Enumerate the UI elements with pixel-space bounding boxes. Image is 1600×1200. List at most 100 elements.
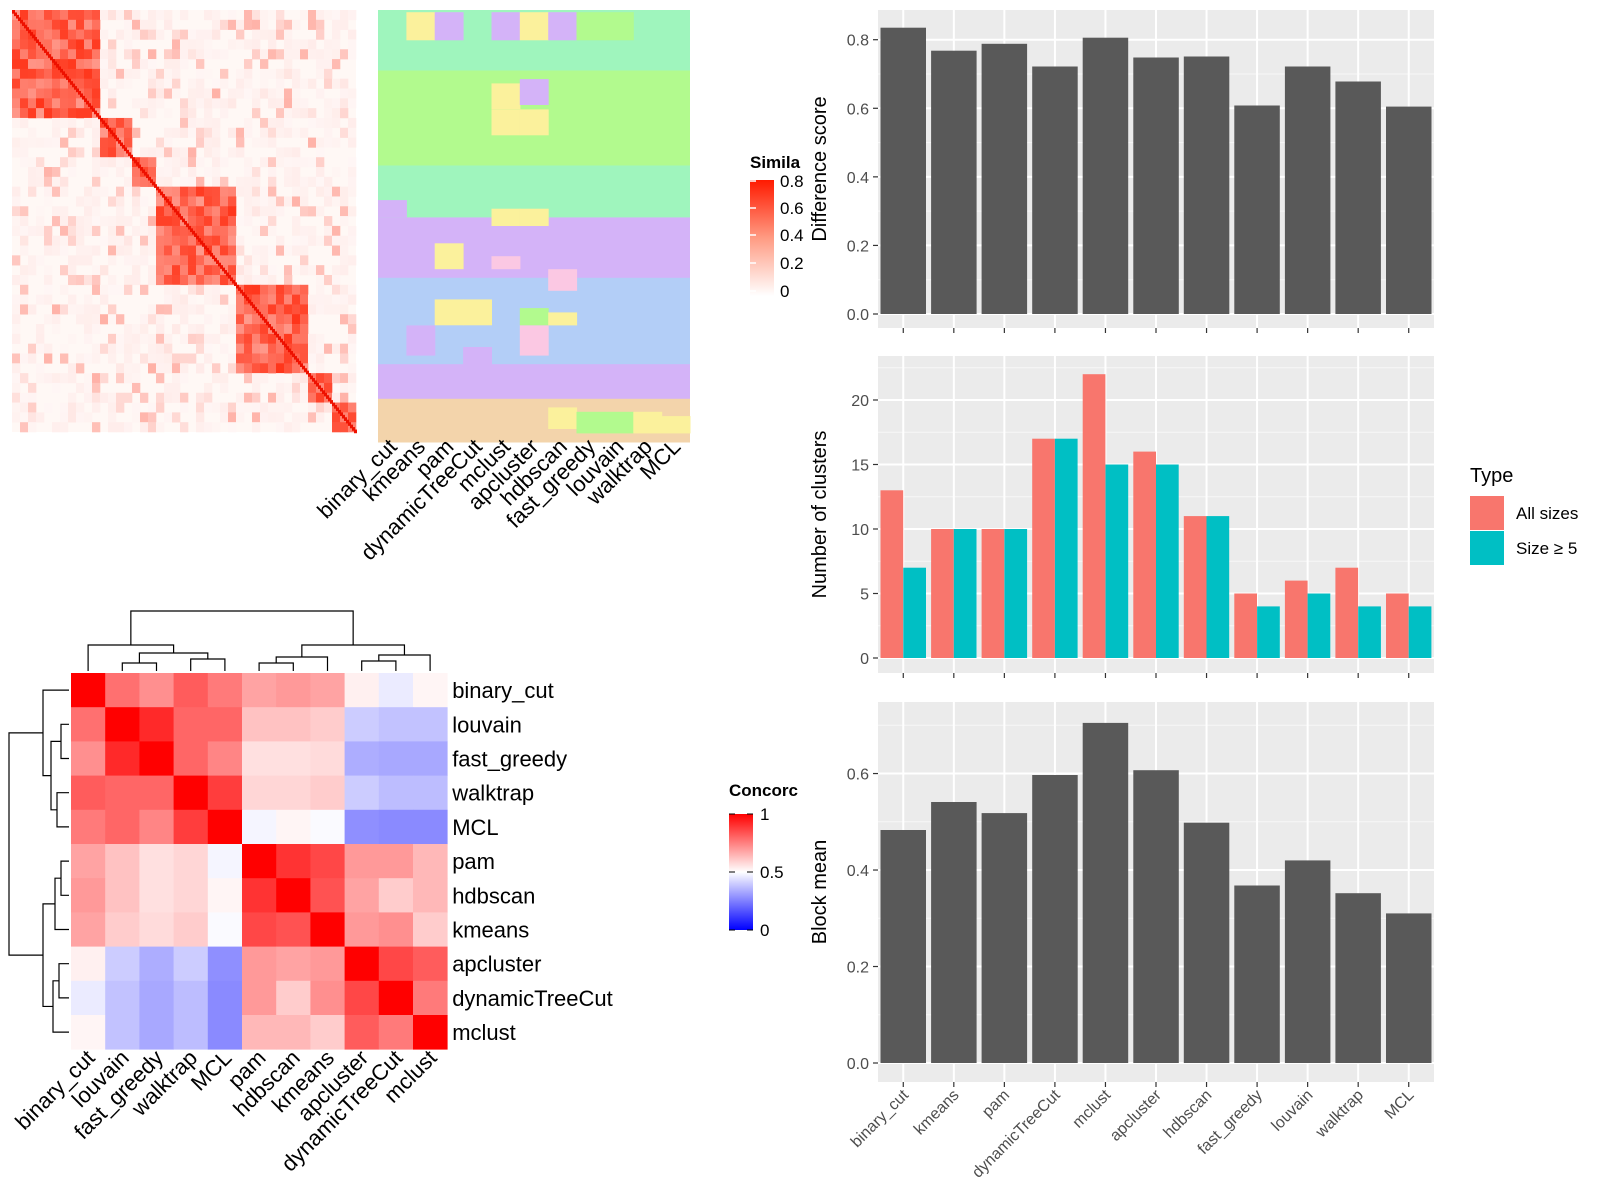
- similarity-cell: [332, 59, 341, 70]
- similarity-cell: [164, 363, 173, 374]
- similarity-cell: [52, 49, 61, 60]
- concordance-cell: [139, 775, 174, 811]
- dendrogram-branch: [54, 877, 69, 931]
- similarity-cell: [76, 353, 85, 364]
- similarity-cell: [292, 98, 301, 109]
- similarity-diagonal-cell: [234, 282, 237, 287]
- similarity-cell: [204, 98, 213, 109]
- similarity-cell: [260, 333, 269, 344]
- similarity-diagonal-cell: [182, 218, 185, 223]
- similarity-cell: [60, 206, 69, 217]
- similarity-cell: [236, 304, 245, 315]
- similarity-cell: [12, 363, 21, 374]
- similarity-cell: [100, 137, 109, 148]
- similarity-cell: [316, 167, 325, 178]
- x-tick-label: walktrap: [1312, 1087, 1367, 1142]
- similarity-cell: [44, 108, 53, 119]
- similarity-cell: [156, 98, 165, 109]
- similarity-cell: [20, 29, 29, 40]
- similarity-cell: [84, 353, 93, 364]
- similarity-cell: [156, 29, 165, 40]
- similarity-cell: [236, 68, 245, 79]
- similarity-cell: [212, 402, 221, 413]
- similarity-cell: [92, 98, 101, 109]
- similarity-diagonal-cell: [18, 17, 21, 22]
- similarity-cell: [348, 206, 357, 217]
- similarity-diagonal-cell: [126, 149, 129, 154]
- similarity-legend-colorbar: [750, 180, 774, 296]
- similarity-cell: [148, 78, 157, 89]
- similarity-cell: [20, 88, 29, 99]
- similarity-cell: [12, 147, 21, 158]
- similarity-cell: [124, 127, 133, 138]
- similarity-cell: [76, 412, 85, 423]
- similarity-cell: [228, 88, 237, 99]
- bar: [1335, 893, 1381, 1063]
- similarity-cell: [228, 147, 237, 158]
- similarity-cell: [348, 294, 357, 305]
- similarity-diagonal-cell: [238, 287, 241, 291]
- similarity-cell: [284, 245, 293, 256]
- similarity-cell: [308, 265, 317, 276]
- similarity-cell: [292, 314, 301, 325]
- similarity-cell: [124, 392, 133, 403]
- similarity-cell: [148, 274, 157, 286]
- similarity-cell: [180, 108, 189, 119]
- similarity-diagonal-cell: [230, 277, 233, 282]
- similarity-cell: [116, 127, 125, 138]
- similarity-cell: [92, 402, 101, 413]
- concordance-cell: [139, 707, 174, 742]
- similarity-cell: [300, 373, 309, 384]
- similarity-diagonal-cell: [108, 127, 111, 132]
- similarity-cell: [28, 382, 37, 394]
- similarity-cell: [204, 147, 213, 158]
- similarity-cell: [316, 284, 325, 295]
- concordance-cell: [242, 912, 277, 947]
- concordance-cell: [173, 673, 209, 708]
- similarity-cell: [292, 245, 301, 256]
- similarity-cell: [140, 333, 149, 344]
- similarity-cell: [340, 19, 349, 30]
- legend-label-all-sizes: All sizes: [1516, 504, 1578, 523]
- similarity-cell: [276, 324, 285, 335]
- similarity-cell: [348, 186, 357, 197]
- similarity-cell: [204, 186, 213, 197]
- similarity-cell: [228, 353, 237, 364]
- similarity-cell: [124, 29, 133, 40]
- similarity-cell: [220, 186, 229, 197]
- similarity-cell: [204, 333, 213, 344]
- similarity-diagonal-cell: [318, 385, 321, 390]
- similarity-cell: [316, 274, 325, 286]
- similarity-cell: [188, 117, 197, 129]
- similarity-cell: [36, 176, 45, 187]
- similarity-cell: [196, 284, 205, 295]
- similarity-cell: [276, 402, 285, 413]
- similarity-cell: [76, 39, 85, 50]
- similarity-diagonal-cell: [226, 272, 229, 277]
- similarity-cell: [196, 137, 205, 148]
- similarity-cell: [180, 265, 189, 276]
- similarity-diagonal-cell: [100, 117, 103, 122]
- similarity-cell: [284, 19, 293, 30]
- similarity-diagonal-cell: [106, 125, 109, 129]
- similarity-cell: [188, 304, 197, 315]
- similarity-cell: [12, 274, 21, 286]
- dendrogram-branch: [50, 740, 61, 811]
- similarity-diagonal-cell: [120, 142, 123, 147]
- similarity-cell: [124, 235, 133, 246]
- similarity-cell: [44, 196, 53, 207]
- similarity-cell: [92, 343, 101, 354]
- concordance-cell: [105, 673, 140, 708]
- similarity-cell: [116, 373, 125, 384]
- similarity-cell: [316, 147, 325, 158]
- similarity-cell: [44, 314, 53, 325]
- bar-all-sizes: [931, 529, 954, 658]
- similarity-cell: [316, 392, 325, 403]
- similarity-cell: [172, 382, 181, 394]
- concordance-cell: [139, 878, 174, 913]
- similarity-cell: [188, 284, 197, 295]
- similarity-cell: [268, 284, 277, 295]
- similarity-cell: [252, 392, 261, 403]
- similarity-cell: [28, 186, 37, 197]
- concordance-cell: [71, 912, 106, 947]
